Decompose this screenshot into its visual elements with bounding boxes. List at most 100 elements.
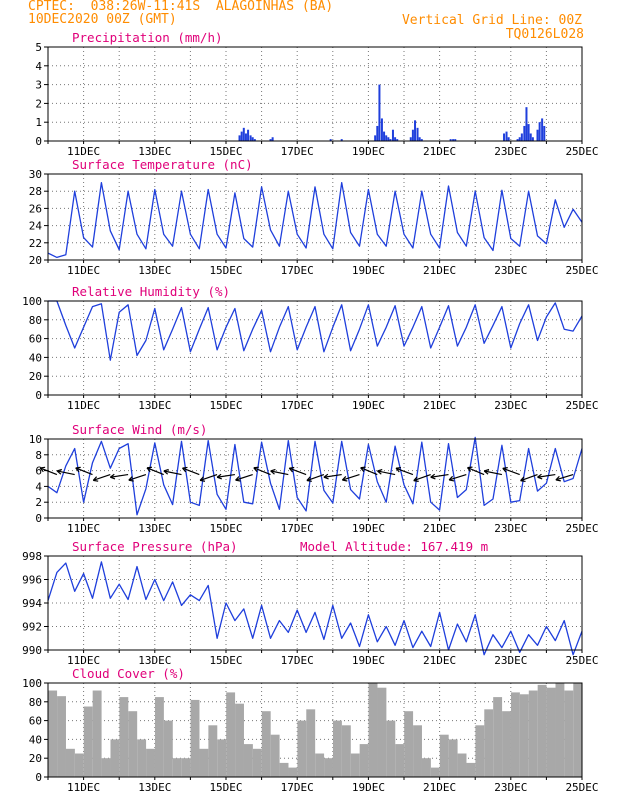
y-tick-label: 40 bbox=[29, 733, 42, 746]
y-tick-label: 30 bbox=[29, 168, 42, 181]
wind-arrow-head bbox=[395, 466, 402, 469]
precip-bar bbox=[238, 135, 241, 141]
y-tick-label: 100 bbox=[22, 677, 42, 690]
wind-arrow-head bbox=[182, 466, 188, 469]
precip-bar bbox=[525, 107, 528, 141]
header-model-id: TQ0126L028 bbox=[505, 27, 584, 42]
cloud-cover-bar bbox=[528, 690, 538, 777]
x-tick-label: 13DEC bbox=[138, 145, 171, 158]
series-line bbox=[47, 436, 583, 516]
wind-arrow-head bbox=[146, 467, 151, 473]
cloud-cover-bar bbox=[226, 692, 236, 777]
wind-arrow-head bbox=[182, 467, 187, 473]
cloud-cover-bar bbox=[261, 711, 271, 777]
wind-arrow bbox=[163, 470, 182, 476]
cloud-cover-bar bbox=[395, 744, 405, 777]
y-tick-label: 0 bbox=[35, 771, 42, 784]
cloud-cover-bar bbox=[190, 699, 200, 777]
wind-arrow bbox=[110, 473, 129, 478]
wind-arrow-head bbox=[306, 476, 311, 481]
y-tick-label: 1 bbox=[35, 116, 42, 129]
wind-arrow-head bbox=[288, 467, 293, 473]
y-tick-label: 20 bbox=[29, 752, 42, 765]
cloud-cover-bar bbox=[306, 709, 316, 777]
cloud-cover-bar bbox=[430, 767, 440, 777]
precip-bar bbox=[527, 124, 530, 141]
cloud-cover-bar bbox=[537, 684, 547, 777]
cloud-cover-bar bbox=[510, 692, 520, 777]
x-tick-label: 23DEC bbox=[494, 781, 527, 794]
x-tick-label: 19DEC bbox=[352, 654, 385, 667]
x-tick-label: 15DEC bbox=[209, 654, 242, 667]
x-tick-label: 17DEC bbox=[281, 264, 314, 277]
cloud-cover-bar bbox=[315, 753, 325, 777]
x-tick-label: 17DEC bbox=[281, 654, 314, 667]
x-tick-label: 21DEC bbox=[423, 264, 456, 277]
x-tick-label: 23DEC bbox=[494, 654, 527, 667]
precip-bar bbox=[394, 137, 397, 141]
wind-arrow-head bbox=[199, 479, 206, 482]
cloud-cover-bar bbox=[74, 753, 84, 777]
wind-arrow-head bbox=[537, 473, 542, 478]
cloud-cover-bar bbox=[110, 739, 120, 777]
series-line bbox=[47, 181, 583, 259]
precip-bar bbox=[507, 137, 510, 141]
x-tick-label: 25DEC bbox=[565, 399, 598, 412]
wind-arrow-head bbox=[146, 466, 153, 469]
y-tick-label: 8 bbox=[35, 449, 42, 462]
wind-arrow bbox=[235, 473, 253, 481]
y-tick-label: 2 bbox=[35, 97, 42, 110]
y-tick-label: 100 bbox=[22, 295, 42, 308]
y-tick-label: 996 bbox=[22, 574, 42, 587]
x-tick-label: 21DEC bbox=[423, 522, 456, 535]
precip-bar bbox=[387, 137, 390, 141]
precip-bar bbox=[249, 135, 252, 141]
precip-bar bbox=[329, 139, 332, 141]
wind-arrow-head bbox=[40, 466, 46, 469]
cloud-cover-bar bbox=[493, 697, 503, 777]
y-tick-label: 22 bbox=[29, 237, 42, 250]
wind-arrow bbox=[39, 467, 58, 476]
x-tick-label: 25DEC bbox=[565, 522, 598, 535]
wind-arrow bbox=[430, 473, 449, 478]
cloud-cover-bar bbox=[564, 690, 574, 777]
precip-bar bbox=[541, 118, 544, 141]
wind-arrow-head bbox=[502, 467, 507, 473]
cloud-cover-bar bbox=[163, 720, 173, 777]
precip-bar bbox=[251, 137, 254, 141]
y-tick-label: 990 bbox=[22, 644, 42, 657]
cloud-cover-bar bbox=[573, 683, 583, 777]
wind-arrow-head bbox=[92, 476, 98, 481]
x-tick-label: 15DEC bbox=[209, 264, 242, 277]
panel-frame bbox=[47, 300, 583, 396]
wind-arrow-head bbox=[448, 475, 454, 481]
cloud-cover-bar bbox=[439, 734, 449, 777]
cloud-cover-bar bbox=[199, 748, 209, 777]
x-tick-label: 21DEC bbox=[423, 781, 456, 794]
precip-bar bbox=[538, 122, 541, 141]
panel-title: Surface Pressure (hPa) bbox=[72, 539, 238, 554]
cloud-cover-bar bbox=[421, 758, 431, 777]
precip-bar bbox=[505, 131, 508, 141]
wind-arrow-head bbox=[360, 466, 366, 469]
wind-arrow bbox=[395, 467, 414, 476]
wind-arrow bbox=[537, 473, 556, 478]
y-tick-label: 4 bbox=[35, 480, 42, 493]
cloud-cover-bar bbox=[466, 762, 476, 777]
cloud-cover-bar bbox=[546, 687, 556, 777]
y-tick-label: 5 bbox=[35, 41, 42, 54]
y-tick-label: 60 bbox=[29, 715, 42, 728]
panel-title: Cloud Cover (%) bbox=[72, 666, 185, 681]
x-tick-label: 11DEC bbox=[67, 781, 100, 794]
precip-bar bbox=[531, 137, 534, 141]
x-tick-label: 13DEC bbox=[138, 781, 171, 794]
cloud-cover-bar bbox=[235, 703, 244, 777]
cloud-cover-bar bbox=[172, 758, 182, 777]
precip-bar bbox=[242, 127, 245, 141]
y-tick-label: 4 bbox=[35, 60, 42, 73]
cloud-cover-bar bbox=[341, 725, 351, 777]
wind-arrow-head bbox=[342, 479, 348, 482]
cloud-cover-bar bbox=[359, 744, 369, 777]
wind-arrow-head bbox=[323, 473, 329, 478]
precip-bar bbox=[520, 133, 523, 141]
